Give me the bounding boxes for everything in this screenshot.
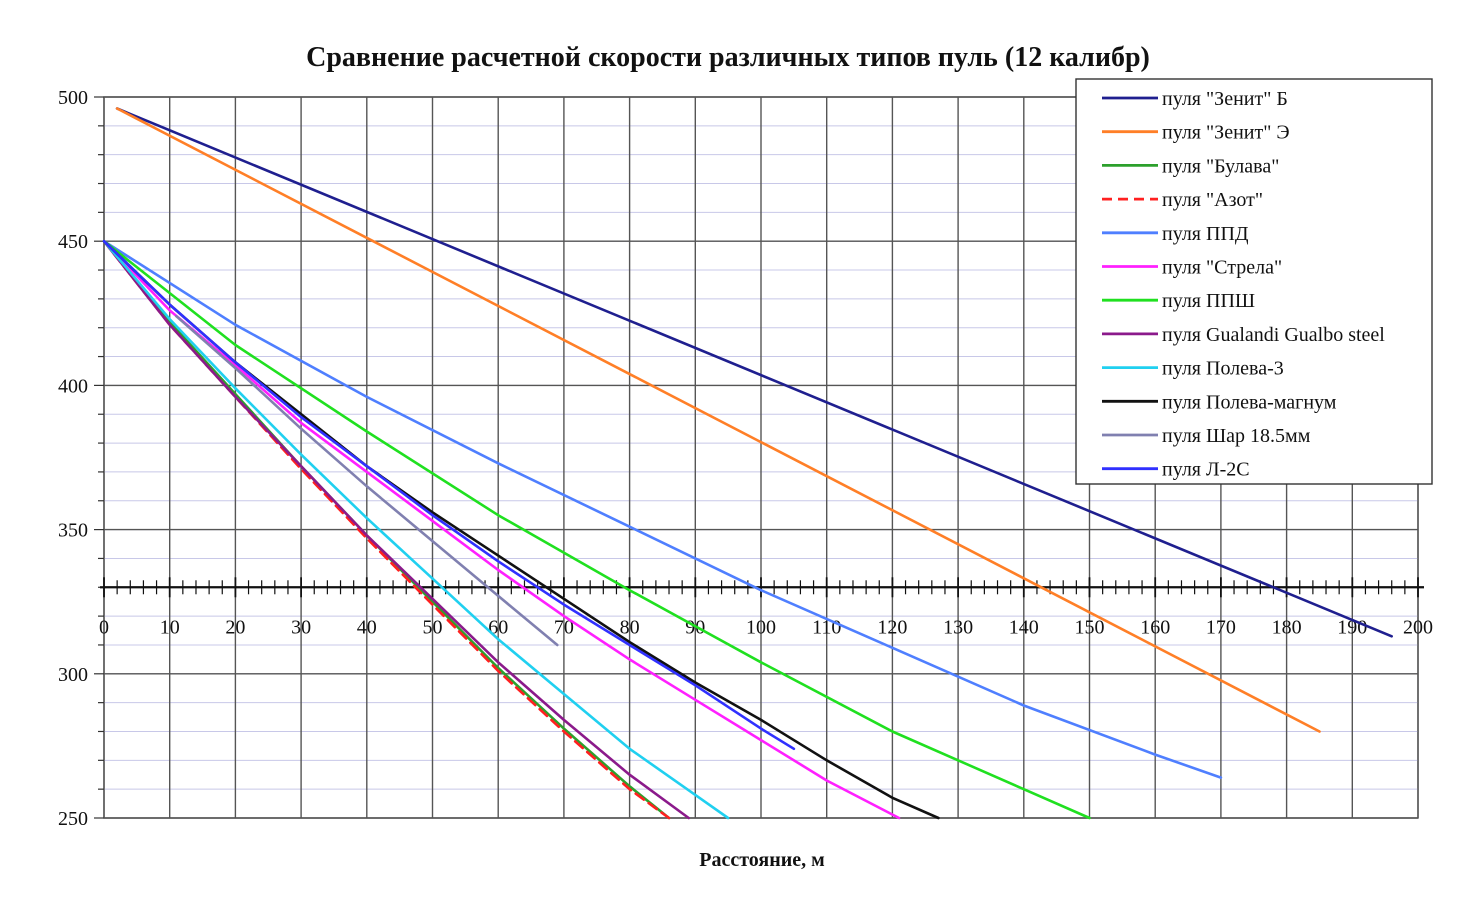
legend-label: пуля "Азот" bbox=[1162, 189, 1263, 211]
legend-label: пуля ППШ bbox=[1162, 290, 1255, 312]
x-tick-label: 60 bbox=[488, 616, 508, 638]
series-line-2 bbox=[115, 107, 1321, 733]
x-tick-label: 120 bbox=[877, 616, 907, 638]
legend: пуля "Зенит" Б пуля "Зенит" Э пуля "Булава… bbox=[1075, 78, 1433, 485]
x-tick-label: 140 bbox=[1009, 616, 1039, 638]
y-tick-label: 450 bbox=[58, 231, 88, 253]
legend-box bbox=[1075, 78, 1433, 485]
series-lines bbox=[102, 107, 1393, 820]
x-axis-title: Расстояние, м bbox=[699, 849, 825, 871]
x-tick-label: 40 bbox=[357, 616, 377, 638]
legend-label: пуля "Булава" bbox=[1162, 155, 1279, 177]
x-tick-label: 50 bbox=[423, 616, 443, 638]
x-tick-label: 0 bbox=[99, 616, 109, 638]
x-tick-label: 130 bbox=[943, 616, 973, 638]
y-tick-label: 300 bbox=[58, 664, 88, 686]
legend-label: пуля Полева-3 bbox=[1162, 358, 1284, 380]
x-tick-label: 200 bbox=[1403, 616, 1433, 638]
x-tick-label: 150 bbox=[1075, 616, 1105, 638]
series-line-7 bbox=[102, 239, 1091, 820]
legend-label: пуля Gualandi Gualbo steel bbox=[1162, 324, 1385, 346]
x-tick-label: 30 bbox=[291, 616, 311, 638]
legend-label: пуля Л-2С bbox=[1162, 459, 1250, 481]
legend-label: пуля "Стрела" bbox=[1162, 257, 1282, 279]
legend-label: пуля "Зенит" Э bbox=[1162, 122, 1290, 144]
series-line-1 bbox=[115, 107, 1393, 638]
x-tick-label: 70 bbox=[554, 616, 574, 638]
legend-label: пуля "Зенит" Б bbox=[1162, 88, 1288, 110]
series-line-5 bbox=[102, 239, 1223, 779]
y-tick-label: 350 bbox=[58, 520, 88, 542]
series-line-6 bbox=[102, 239, 901, 820]
legend-label: пуля Шар 18.5мм bbox=[1162, 425, 1311, 447]
series-line-11 bbox=[175, 314, 559, 647]
series-line-12 bbox=[102, 239, 796, 751]
x-tick-label: 160 bbox=[1140, 616, 1170, 638]
series-line-9 bbox=[102, 239, 730, 820]
y-tick-label: 250 bbox=[58, 808, 88, 830]
x-tick-label: 80 bbox=[620, 616, 640, 638]
x-tick-label: 10 bbox=[160, 616, 180, 638]
y-tick-label: 400 bbox=[58, 375, 88, 397]
x-tick-label: 180 bbox=[1272, 616, 1302, 638]
legend-label: пуля Полева-магнум bbox=[1162, 391, 1337, 413]
x-tick-label: 170 bbox=[1206, 616, 1236, 638]
x-tick-label: 20 bbox=[225, 616, 245, 638]
x-tick-label: 100 bbox=[746, 616, 776, 638]
series-line-8 bbox=[102, 239, 691, 820]
y-tick-label: 500 bbox=[58, 87, 88, 109]
legend-label: пуля ППД bbox=[1162, 223, 1249, 245]
chart-title: Сравнение расчетной скорости различных т… bbox=[306, 42, 1150, 73]
